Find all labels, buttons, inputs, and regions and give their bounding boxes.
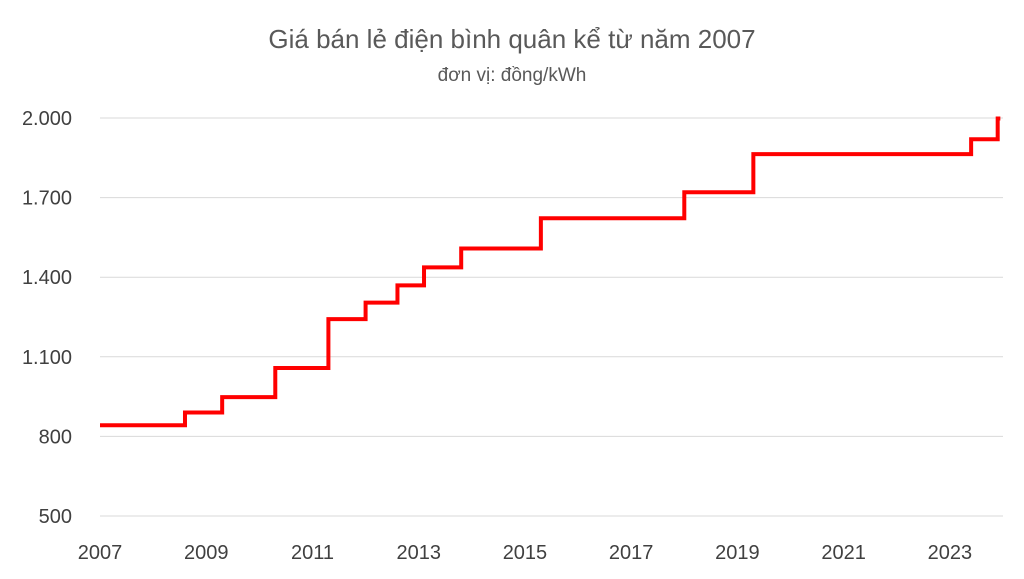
x-tick-label: 2023 [928,542,973,564]
series-layer [100,116,1001,428]
x-tick-label: 2021 [821,542,866,564]
gridlines [100,117,1003,517]
x-tick-label: 2017 [609,542,654,564]
x-tick-label: 2013 [396,542,441,564]
y-tick-label: 2.000 [22,108,72,130]
x-tick-label: 2015 [503,542,548,564]
x-tick-label: 2019 [715,542,760,564]
chart-title: Giá bán lẻ điện bình quân kể từ năm 2007 [268,24,755,54]
y-axis-ticks: 500 800 1.100 1.400 1.700 2.000 [22,108,72,528]
y-tick-label: 500 [39,506,72,528]
y-tick-label: 1.400 [22,267,72,289]
series-line [100,116,1001,428]
x-tick-label: 2011 [291,542,334,564]
x-tick-label: 2009 [184,542,229,564]
x-tick-label: 2007 [78,542,123,564]
y-tick-label: 1.100 [22,347,72,369]
x-axis-ticks: 2007 2009 2011 2013 2015 2017 2019 2021 2023 [78,542,972,564]
chart-subtitle: đơn vị: đồng/kWh [438,65,587,86]
y-tick-label: 800 [39,426,72,448]
y-tick-label: 1.700 [22,188,72,210]
